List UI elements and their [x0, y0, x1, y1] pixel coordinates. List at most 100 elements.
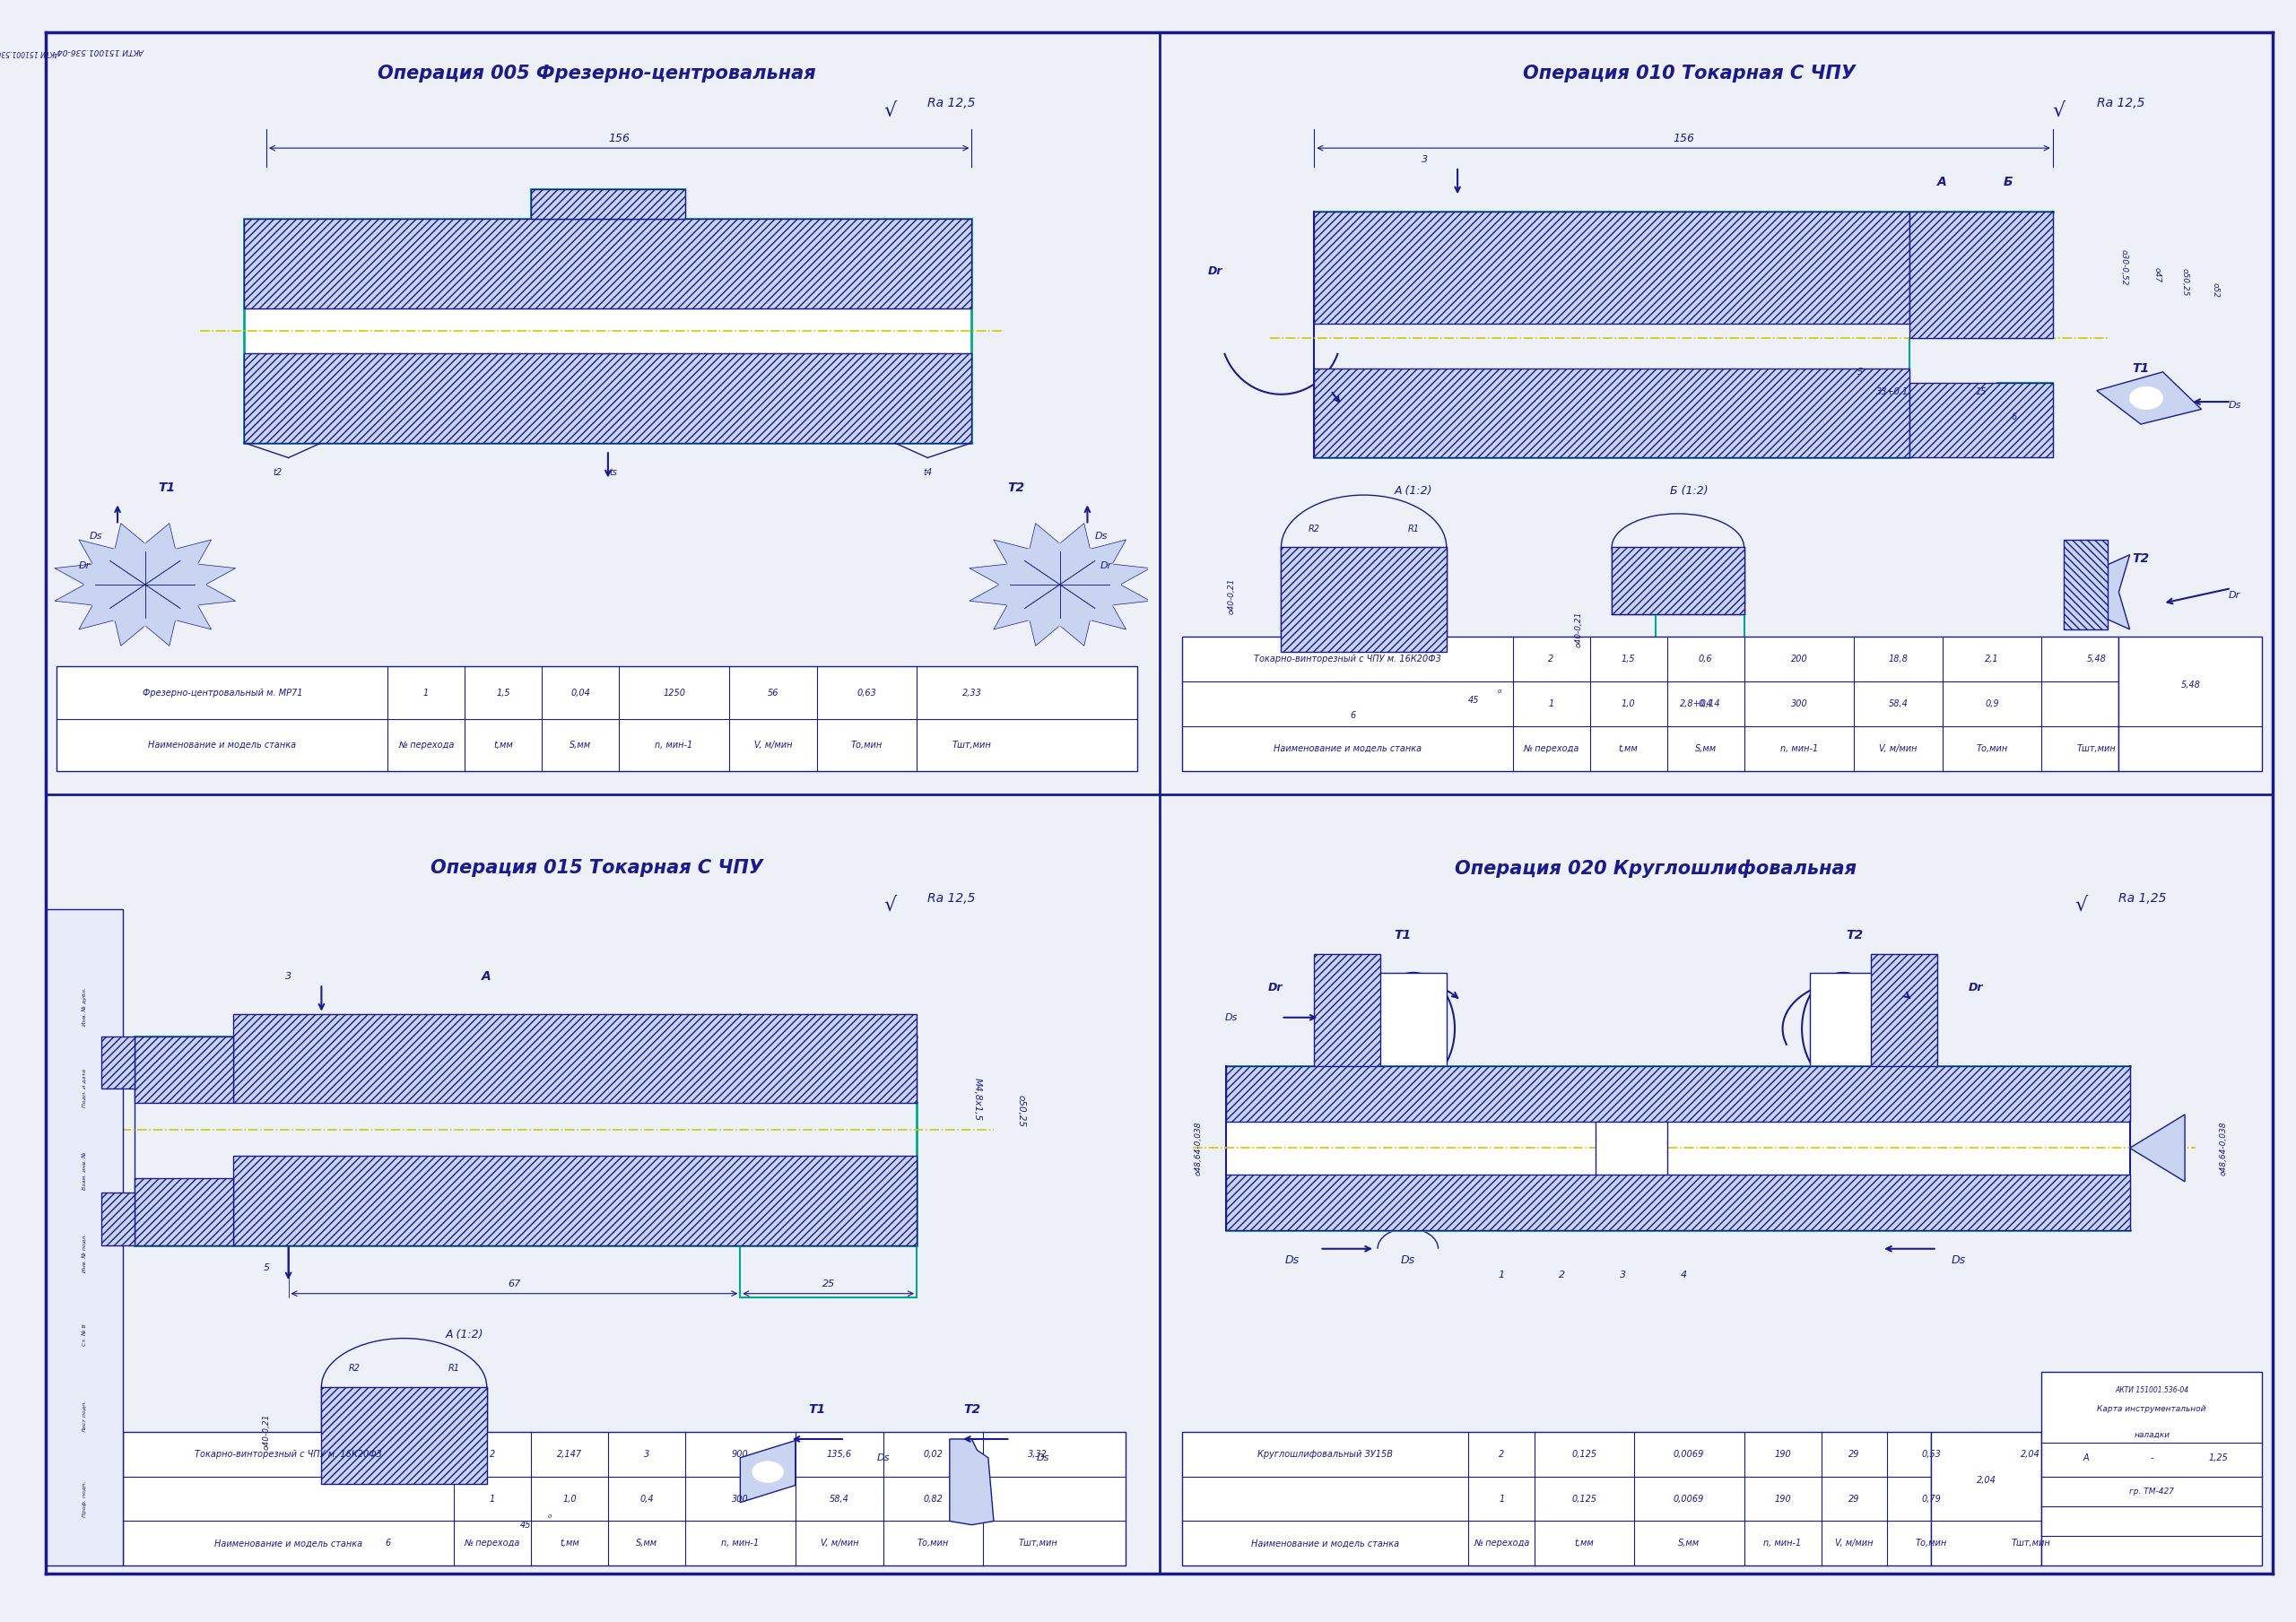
Text: Наименование и модель станка: Наименование и модель станка: [214, 1539, 363, 1547]
Text: 2: 2: [489, 1450, 496, 1458]
Text: t,мм: t,мм: [560, 1539, 579, 1547]
Text: 29: 29: [1848, 1450, 1860, 1458]
Polygon shape: [145, 524, 174, 548]
Text: ts: ts: [608, 469, 618, 477]
Text: n, мин-1: n, мин-1: [654, 741, 693, 749]
Text: 0,125: 0,125: [1573, 1450, 1596, 1458]
Text: 1,5: 1,5: [1621, 655, 1635, 663]
Text: 56: 56: [767, 688, 778, 697]
Bar: [1226, 1174, 2131, 1229]
Text: Токарно-винторезный с ЧПУ м. 16К20Ф3: Токарно-винторезный с ЧПУ м. 16К20Ф3: [1254, 655, 1442, 663]
Bar: [234, 1155, 916, 1246]
Text: n, мин-1: n, мин-1: [1763, 1539, 1802, 1547]
Text: o40-0,21: o40-0,21: [1575, 611, 1582, 647]
Text: Операция 005 Фрезерно-центровальная: Операция 005 Фрезерно-центровальная: [379, 65, 815, 83]
Bar: [1182, 637, 2119, 770]
Text: A: A: [2082, 1453, 2089, 1461]
Text: № перехода: № перехода: [1522, 744, 1580, 753]
Polygon shape: [1061, 524, 1091, 548]
Text: √: √: [884, 897, 895, 915]
Bar: [1931, 1432, 2041, 1565]
Polygon shape: [174, 540, 211, 564]
Text: 1,25: 1,25: [2209, 1453, 2227, 1461]
Text: Круглошлифовальный ЗУ15В: Круглошлифовальный ЗУ15В: [1258, 1450, 1394, 1458]
Text: T1: T1: [2133, 362, 2149, 375]
Text: Наименование и модель станка: Наименование и модель станка: [149, 741, 296, 749]
Text: № перехода: № перехода: [397, 741, 455, 749]
Bar: [321, 1387, 487, 1484]
Text: Dr: Dr: [1968, 981, 1984, 993]
Text: -: -: [2151, 1453, 2154, 1461]
Text: 0,63: 0,63: [856, 688, 877, 697]
Text: 1,5: 1,5: [496, 688, 510, 697]
Text: T1: T1: [158, 482, 177, 493]
Text: 67: 67: [507, 1280, 521, 1288]
Polygon shape: [115, 524, 145, 548]
Text: 15: 15: [1975, 388, 1986, 396]
Text: Б (1:2): Б (1:2): [1669, 485, 1708, 496]
Text: 3: 3: [1421, 154, 1428, 164]
Text: Проф. подп.: Проф. подп.: [83, 1481, 87, 1517]
Text: Карта инструментальной: Карта инструментальной: [2096, 1405, 2206, 1413]
Text: R2: R2: [349, 1364, 360, 1372]
Polygon shape: [1029, 524, 1061, 548]
Bar: [243, 354, 971, 443]
Text: 0,04: 0,04: [572, 688, 590, 697]
Polygon shape: [145, 620, 174, 646]
Text: 300: 300: [732, 1494, 748, 1504]
Text: 25: 25: [822, 1280, 836, 1288]
Text: 2,1: 2,1: [1986, 655, 2000, 663]
Text: Ds: Ds: [877, 1453, 891, 1461]
Bar: [1226, 1066, 2131, 1122]
Text: 2: 2: [1548, 655, 1554, 663]
Text: 2,33: 2,33: [962, 688, 980, 697]
Text: o50,25: o50,25: [1017, 1095, 1026, 1127]
Text: 0,6: 0,6: [1699, 655, 1713, 663]
Bar: [2119, 637, 2262, 770]
Polygon shape: [78, 605, 115, 629]
Text: 156: 156: [608, 133, 629, 144]
Text: Ds: Ds: [1401, 1254, 1414, 1265]
Text: Ds: Ds: [1952, 1254, 1965, 1265]
Text: № перехода: № перехода: [1474, 1539, 1529, 1547]
Polygon shape: [1111, 564, 1150, 584]
Text: То,мин: То,мин: [1915, 1539, 1947, 1547]
Text: T1: T1: [1394, 929, 1412, 942]
Text: 58,4: 58,4: [1890, 699, 1908, 709]
Text: R1: R1: [1407, 524, 1419, 534]
Text: 5,48: 5,48: [2087, 655, 2105, 663]
Text: Б: Б: [2004, 175, 2014, 188]
Text: Наименование и модель станка: Наименование и модель станка: [1251, 1539, 1398, 1547]
Polygon shape: [2131, 1114, 2186, 1181]
Text: 29: 29: [1848, 1494, 1860, 1504]
Polygon shape: [739, 1440, 794, 1502]
Text: 0,79: 0,79: [1922, 1494, 1940, 1504]
Text: 1: 1: [489, 1494, 496, 1504]
Bar: [1226, 1122, 2131, 1174]
Text: 0,02: 0,02: [923, 1450, 944, 1458]
Text: Тшт,мин: Тшт,мин: [953, 741, 992, 749]
Text: R2: R2: [1309, 524, 1320, 534]
Text: √: √: [884, 102, 895, 120]
Text: 2,147: 2,147: [558, 1450, 581, 1458]
Polygon shape: [951, 1439, 994, 1525]
Text: o50,25: o50,25: [2181, 268, 2188, 297]
Text: 33+0,1: 33+0,1: [1876, 388, 1908, 396]
Text: 1: 1: [1499, 1270, 1504, 1280]
Bar: [1596, 1103, 1667, 1186]
Text: 0,53: 0,53: [1922, 1450, 1940, 1458]
Polygon shape: [197, 584, 236, 605]
Text: 0,0069: 0,0069: [1674, 1450, 1704, 1458]
Text: АКТИ 151001.536-04: АКТИ 151001.536-04: [2115, 1387, 2188, 1395]
Bar: [1809, 973, 1883, 1085]
Text: o: o: [549, 1513, 551, 1518]
Text: o48,64-0,038: o48,64-0,038: [1194, 1121, 1203, 1176]
Text: 0,125: 0,125: [1573, 1494, 1596, 1504]
Text: наладки: наладки: [2133, 1431, 2170, 1439]
Polygon shape: [1091, 540, 1125, 564]
Polygon shape: [55, 564, 92, 584]
Bar: [1313, 368, 1910, 457]
Text: V, м/мин: V, м/мин: [1835, 1539, 1874, 1547]
Bar: [101, 1192, 133, 1246]
Text: Токарно-винторезный с ЧПУ м. 16К20Ф3: Токарно-винторезный с ЧПУ м. 16К20Ф3: [195, 1450, 381, 1458]
